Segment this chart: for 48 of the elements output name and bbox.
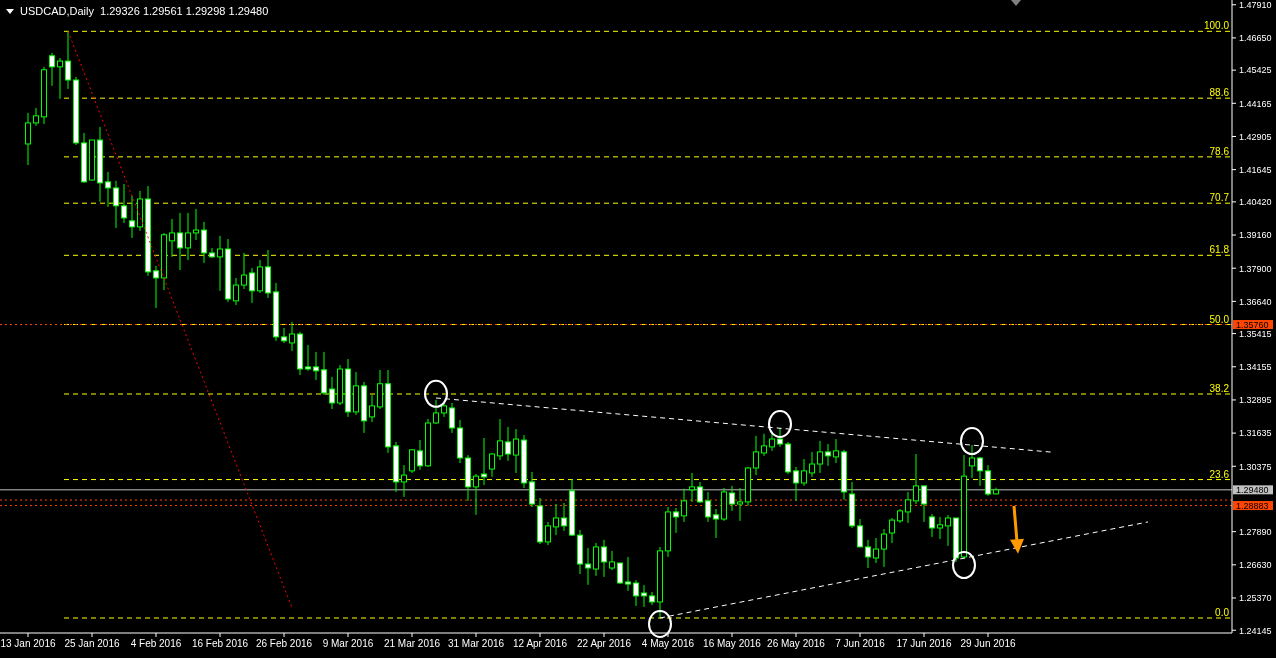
x-tick-label: 22 Apr 2016 [577, 638, 632, 649]
y-tick-label: 1.41645 [1239, 164, 1272, 175]
annotation: 78.6 [1209, 145, 1230, 157]
x-tick-label: 17 Jun 2016 [896, 638, 952, 649]
y-tick-label: 1.25370 [1239, 593, 1272, 604]
annotation: 50.0 [1209, 313, 1230, 325]
x-tick-label: 31 Mar 2016 [447, 638, 505, 649]
y-tick-label: 1.31635 [1239, 428, 1272, 439]
y-tick-label: 1.35415 [1239, 328, 1272, 339]
y-tick-label: 1.46650 [1239, 33, 1272, 44]
y-tick-label: 1.39160 [1239, 230, 1272, 241]
x-tick-label: 7 Jun 2016 [835, 638, 886, 649]
y-tick-label: 1.26630 [1239, 560, 1272, 571]
y-tick-label: 1.36640 [1239, 296, 1272, 307]
y-tick-label: 1.24145 [1239, 625, 1272, 636]
ref-line-label: 1.35760 [1236, 319, 1269, 330]
chart-title: USDCAD,Daily 1.29326 1.29561 1.29298 1.29480 [20, 5, 269, 17]
annotation: 0.0 [1215, 607, 1230, 618]
ref-line-label: 1.29480 [1236, 485, 1269, 496]
x-tick-label: 25 Jan 2016 [64, 638, 120, 649]
annotation: 61.8 [1209, 244, 1230, 256]
x-tick-label: 29 Jun 2016 [960, 638, 1016, 649]
x-tick-label: 4 May 2016 [641, 638, 695, 649]
annotation: 100.0 [1203, 20, 1230, 32]
x-tick-label: 12 Apr 2016 [513, 638, 568, 649]
x-tick-label: 21 Mar 2016 [383, 638, 441, 649]
annotation: 88.6 [1209, 87, 1230, 99]
annotation: 70.7 [1209, 192, 1230, 204]
x-tick-label: 26 Feb 2016 [255, 638, 313, 649]
ref-line-label: 1.28883 [1236, 500, 1269, 511]
y-tick-label: 1.44165 [1239, 98, 1272, 109]
y-tick-label: 1.45425 [1239, 65, 1272, 76]
x-tick-label: 16 Feb 2016 [191, 638, 249, 649]
x-tick-label: 13 Jan 2016 [0, 638, 56, 649]
y-tick-label: 1.47910 [1239, 0, 1272, 11]
y-tick-label: 1.42905 [1239, 131, 1272, 142]
x-tick-label: 9 Mar 2016 [322, 638, 374, 649]
y-tick-label: 1.40420 [1239, 197, 1272, 208]
y-tick-label: 1.30375 [1239, 461, 1272, 472]
annotation: 23.6 [1209, 468, 1230, 480]
annotation: 38.2 [1209, 383, 1230, 395]
y-tick-label: 1.37900 [1239, 263, 1272, 274]
y-tick-label: 1.34155 [1239, 362, 1272, 373]
x-tick-label: 4 Feb 2016 [130, 638, 182, 649]
x-tick-label: 16 May 2016 [703, 638, 762, 649]
y-tick-label: 1.27890 [1239, 526, 1272, 537]
x-tick-label: 26 May 2016 [767, 638, 826, 649]
y-tick-label: 1.32895 [1239, 395, 1272, 406]
